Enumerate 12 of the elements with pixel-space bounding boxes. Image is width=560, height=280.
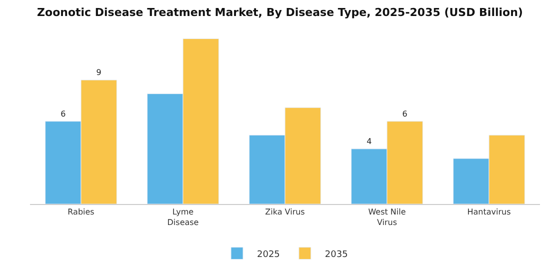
legend-label: 2035 (324, 250, 348, 260)
data-label: 4 (366, 136, 372, 146)
x-tick-label: Lyme Disease (167, 208, 199, 227)
x-tick-label: Rabies (68, 208, 94, 217)
x-tick-label: West Nile Virus (368, 208, 406, 227)
x-tick-label: Zika Virus (265, 208, 305, 217)
data-label: 6 (60, 109, 66, 118)
data-label: 6 (402, 109, 408, 118)
x-tick-label: Hantavirus (467, 208, 511, 217)
data-label: 9 (96, 68, 102, 78)
chart-title: Zoonotic Disease Treatment Market, By Disease Type, 2025-2035 (USD Billion) (37, 6, 523, 20)
legend-label: 2025 (257, 250, 280, 260)
